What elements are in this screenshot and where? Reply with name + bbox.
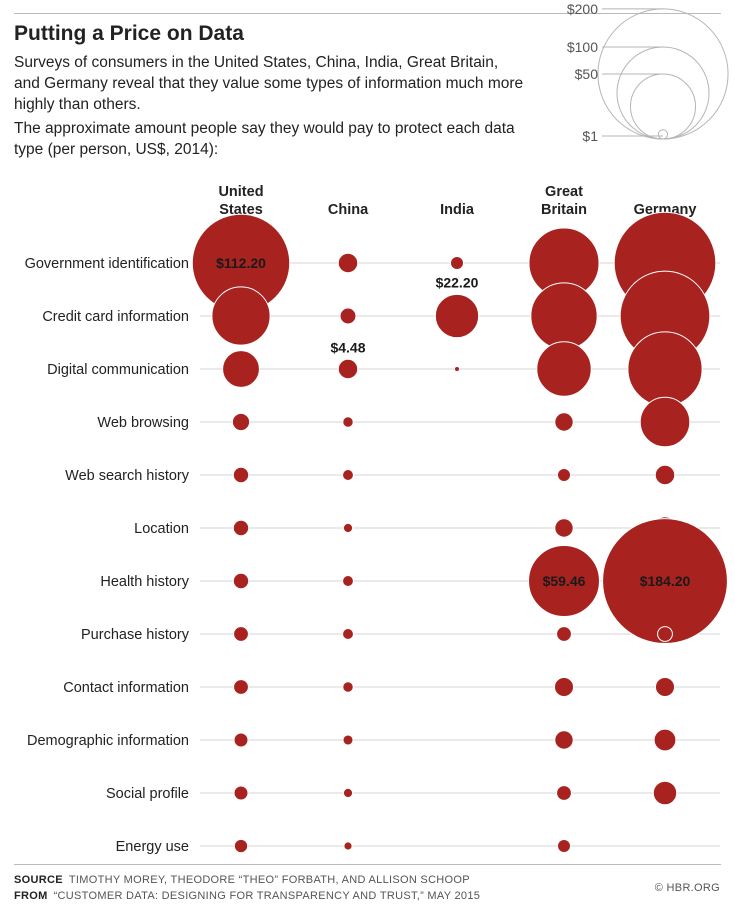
- data-bubble: [232, 466, 250, 484]
- data-bubble: [553, 676, 575, 698]
- data-label: $112.20: [216, 255, 266, 271]
- series-header: States: [219, 202, 263, 218]
- data-bubble: [342, 787, 354, 799]
- category-label: Demographic information: [27, 733, 189, 749]
- data-bubble: [342, 628, 354, 640]
- data-label: $59.46: [543, 573, 586, 589]
- category-label: Web search history: [65, 468, 190, 484]
- data-bubble: [211, 286, 271, 346]
- data-label: $184.20: [640, 573, 691, 589]
- category-label: Purchase history: [81, 627, 190, 643]
- from-text: “CUSTOMER DATA: DESIGNING FOR TRANSPAREN…: [53, 890, 481, 902]
- data-bubble: [339, 307, 357, 325]
- category-label: Credit card information: [42, 309, 189, 325]
- category-label: Digital communication: [47, 362, 189, 378]
- data-bubble: [627, 331, 703, 407]
- data-bubble: [554, 730, 574, 750]
- data-label: $4.48: [330, 339, 365, 355]
- category-label: Location: [134, 521, 189, 537]
- data-bubble: [343, 841, 353, 851]
- category-label: Government identification: [25, 256, 189, 272]
- series-header: Great: [545, 184, 583, 200]
- source-text: TIMOTHY MOREY, THEODORE “THEO” FORBATH, …: [68, 874, 470, 886]
- chart-description: The approximate amount people say they w…: [14, 120, 515, 158]
- data-bubble: [653, 728, 677, 752]
- data-bubble: [337, 358, 359, 380]
- data-bubble: [654, 464, 676, 486]
- series-header: Britain: [541, 202, 587, 218]
- data-bubble: [342, 681, 354, 693]
- data-bubble: [222, 350, 260, 388]
- data-bubble: [233, 838, 249, 854]
- source-label: SOURCE: [14, 874, 63, 886]
- data-bubble: [233, 626, 249, 642]
- data-bubble: [337, 252, 359, 274]
- category-label: Energy use: [116, 839, 189, 855]
- data-bubble: [434, 293, 480, 339]
- data-bubble: [342, 416, 354, 428]
- data-bubble: [449, 255, 465, 271]
- data-bubble: [232, 519, 250, 537]
- category-label: Health history: [100, 574, 189, 590]
- data-bubble: [657, 626, 673, 642]
- legend-circle: [657, 129, 669, 140]
- from-label: FROM: [14, 890, 48, 902]
- data-bubble: [342, 469, 354, 481]
- data-bubble: [528, 545, 600, 617]
- top-rule: [14, 13, 721, 14]
- footer-rule: [14, 864, 721, 865]
- legend-circle: [629, 73, 697, 140]
- legend-label: $200: [567, 1, 598, 17]
- data-bubble: [231, 412, 251, 432]
- legend-circle: [616, 46, 710, 140]
- data-bubble: [233, 679, 249, 695]
- data-bubble: [232, 572, 250, 590]
- data-bubble: [556, 785, 572, 801]
- data-bubble: [554, 412, 574, 432]
- data-bubble: [342, 575, 354, 587]
- data-bubble: [342, 734, 354, 746]
- data-bubble: [530, 282, 598, 350]
- data-bubble: [233, 732, 249, 748]
- series-header: China: [328, 202, 369, 218]
- data-bubble: [556, 467, 572, 483]
- legend-label: $50: [575, 66, 599, 82]
- copyright: © HBR.ORG: [654, 882, 720, 894]
- data-bubble: [639, 396, 691, 448]
- data-bubble: [554, 518, 574, 538]
- data-bubble: [602, 518, 728, 644]
- legend-label: $1: [582, 128, 598, 144]
- source-credit: SOURCE TIMOTHY MOREY, THEODORE “THEO” FOR…: [14, 874, 470, 886]
- data-bubble: [342, 522, 354, 534]
- category-label: Social profile: [106, 786, 189, 802]
- series-header: Germany: [634, 202, 697, 218]
- data-bubble: [654, 676, 676, 698]
- publication-credit: FROM “CUSTOMER DATA: DESIGNING FOR TRANSP…: [14, 890, 480, 902]
- category-label: Contact information: [63, 680, 189, 696]
- series-header: India: [440, 202, 475, 218]
- data-bubble: [556, 626, 572, 642]
- category-label: Web browsing: [97, 415, 189, 431]
- data-bubble: [652, 780, 678, 806]
- chart-subtitle: Surveys of consumers in the United State…: [14, 54, 524, 113]
- data-bubble: [536, 341, 592, 397]
- data-label: $22.20: [436, 274, 479, 290]
- data-bubble: [453, 365, 461, 373]
- series-header: United: [218, 184, 263, 200]
- data-bubble: [233, 785, 249, 801]
- data-bubble: [556, 838, 572, 854]
- chart-title: Putting a Price on Data: [14, 22, 244, 45]
- legend-label: $100: [567, 39, 598, 55]
